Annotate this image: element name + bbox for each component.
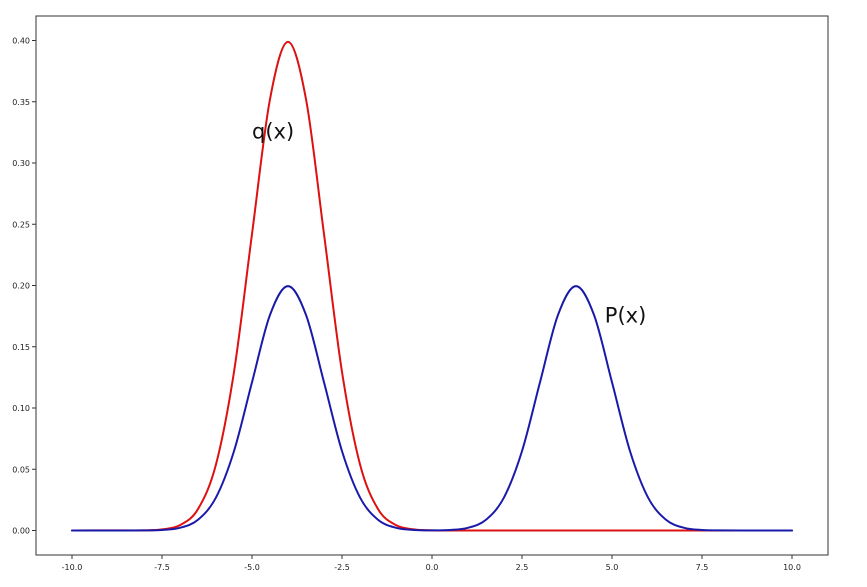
x-tick-label: 0.0 [426,563,439,572]
x-tick-label: -7.5 [154,563,170,572]
x-tick-label: -2.5 [334,563,350,572]
x-axis: -10.0 -7.5 -5.0 -2.5 0.0 2.5 5.0 7.5 10.0 [62,555,801,572]
x-tick-label: -5.0 [244,563,260,572]
annotation-label: q(x) [252,120,294,144]
series-layer [71,40,793,532]
series-line-0 [71,40,793,532]
x-tick-label: 7.5 [696,563,709,572]
series-line-1 [71,285,793,532]
y-tick-label: 0.05 [12,465,30,474]
annotation-layer: q(x) P(x) [252,120,646,328]
y-axis: 0.00 0.05 0.10 0.15 0.20 0.25 0.30 0.35 0.40 [12,37,36,536]
y-tick-label: 0.20 [12,282,30,291]
y-tick-label: 0.25 [12,220,30,229]
y-tick-label: 0.00 [12,527,30,536]
x-tick-label: -10.0 [62,563,83,572]
y-tick-label: 0.15 [12,343,30,352]
annotation-label: P(x) [605,303,646,327]
y-tick-label: 0.10 [12,404,30,413]
x-tick-label: 5.0 [606,563,619,572]
y-tick-label: 0.30 [12,159,30,168]
x-tick-label: 10.0 [783,563,801,572]
y-tick-label: 0.35 [12,98,30,107]
x-tick-label: 2.5 [516,563,529,572]
y-tick-label: 0.40 [12,37,30,46]
